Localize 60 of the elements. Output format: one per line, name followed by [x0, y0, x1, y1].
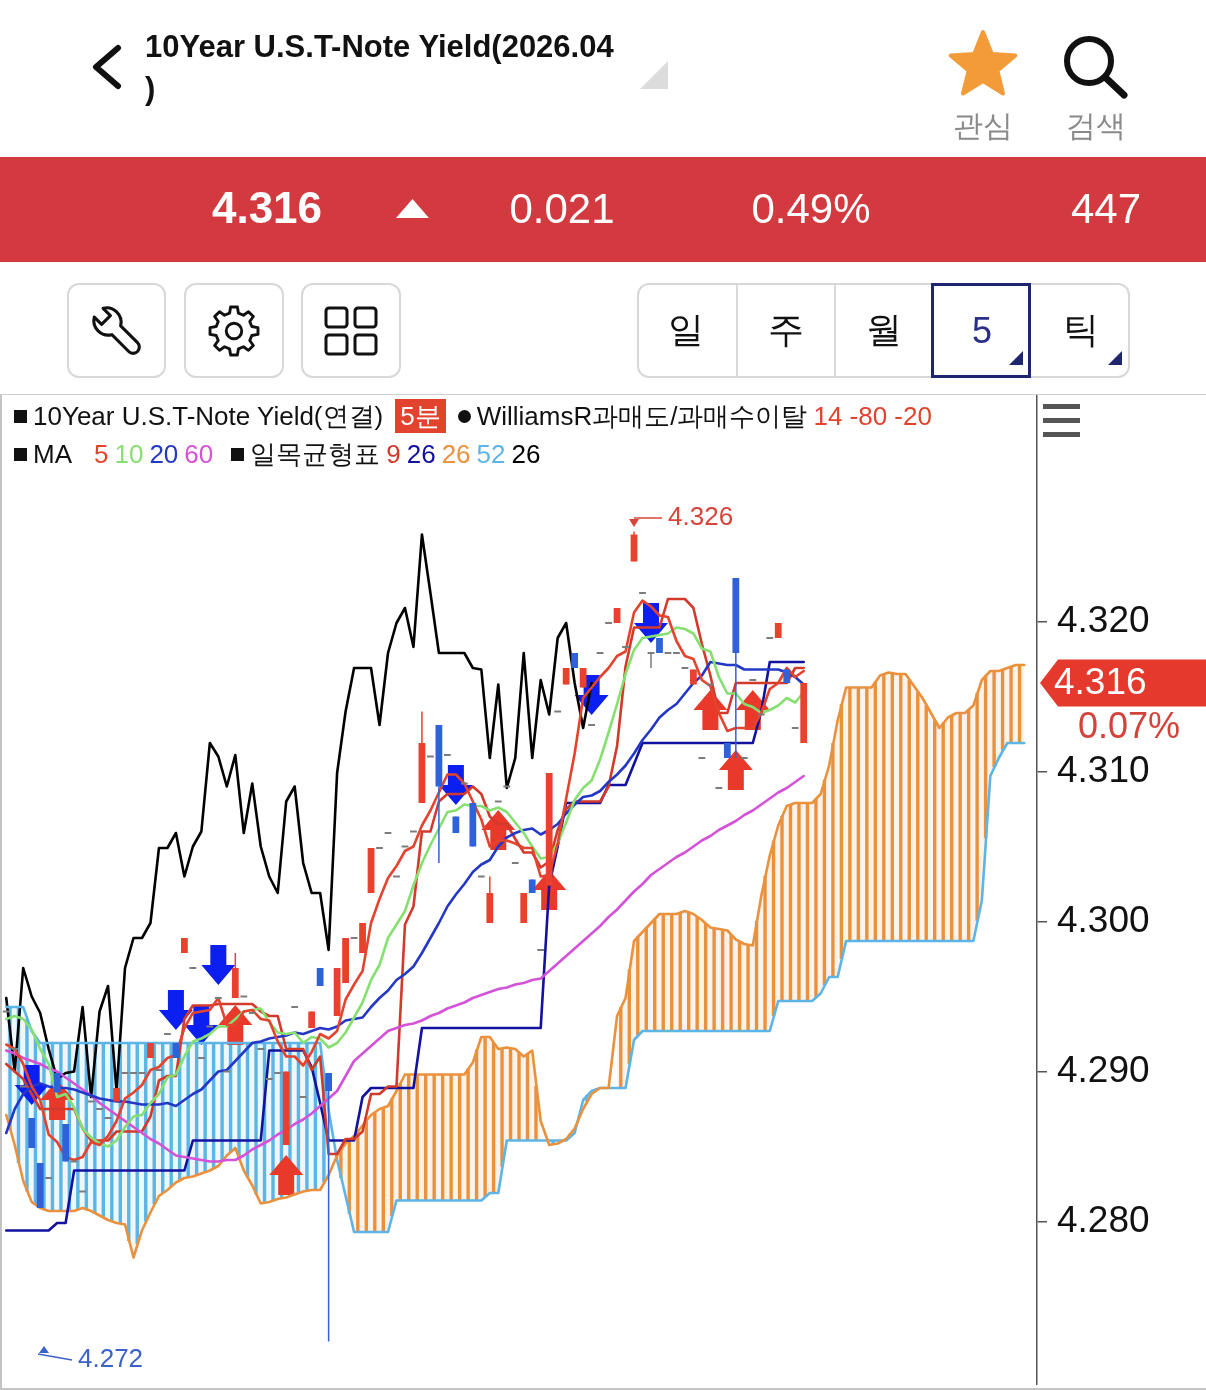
text: 주 — [767, 308, 804, 352]
point — [269, 1155, 304, 1195]
text: 60 — [184, 438, 214, 471]
candlestick — [70, 1160, 78, 1163]
candlestick — [240, 995, 248, 998]
candlestick — [427, 755, 434, 758]
y-tick-label: 4.310 — [1057, 748, 1150, 790]
point — [693, 690, 728, 730]
annotation: 10Year U.S.T-Note Yield(연결) — [33, 400, 384, 433]
text: 틱 — [1062, 308, 1099, 352]
text: 9 — [386, 438, 401, 471]
text: 0.07% — [1077, 704, 1181, 746]
y-tick-label: 4.290 — [1057, 1048, 1150, 1090]
annotation: 26 — [511, 438, 541, 471]
y-tick-label: 4.280 — [1057, 1198, 1150, 1240]
annotation: 14 -80 -20 — [813, 400, 932, 433]
text: 4.316 — [211, 183, 323, 232]
candlestick — [223, 1070, 231, 1073]
candlestick — [53, 1072, 61, 1094]
candlestick — [503, 785, 511, 788]
candlestick — [206, 1025, 214, 1028]
candlestick — [706, 683, 714, 686]
annotation: 일목균형표 — [250, 438, 381, 471]
candlestick — [477, 875, 485, 878]
y-tick-label: 4.320 — [1057, 598, 1150, 640]
text: 일 — [668, 308, 705, 352]
annotation: WilliamsR과매도/과매수이탈 — [476, 400, 808, 433]
candlestick — [494, 800, 502, 803]
candlestick — [579, 667, 587, 689]
text: 52 — [476, 438, 506, 471]
annotation: 26 — [441, 438, 471, 471]
candlestick — [410, 830, 417, 833]
annotation: 4.272 — [78, 1342, 144, 1373]
candlestick — [19, 1085, 27, 1088]
text: 447 — [1070, 185, 1142, 232]
candlestick — [554, 710, 562, 713]
text: 검색 — [1066, 109, 1126, 142]
candlestick — [460, 782, 468, 785]
text: 월 — [866, 308, 903, 352]
annotation: 5 — [94, 438, 109, 471]
annotation: MA — [33, 438, 72, 471]
text: 10 — [114, 438, 144, 471]
candlestick — [393, 875, 400, 878]
chart-title: 10Year U.S.T-Note Yield(2026.04) — [145, 28, 614, 108]
point — [201, 945, 236, 985]
candlestick — [2, 1010, 10, 1013]
y-tick-label: 4.300 — [1057, 898, 1150, 940]
text: 관심 — [953, 109, 1013, 142]
text: 20 — [149, 438, 179, 471]
text: 0.021 — [509, 185, 615, 232]
annotation: 5분 — [400, 401, 441, 431]
text: 0.49% — [751, 185, 871, 232]
point — [158, 990, 193, 1030]
point — [718, 750, 753, 790]
annotation: 26 — [406, 438, 436, 471]
text: 5 — [972, 309, 993, 352]
candlestick — [79, 1190, 86, 1193]
annotation: 4.326 — [668, 500, 734, 531]
candlestick — [757, 713, 765, 716]
text: 4.316 — [1054, 661, 1147, 703]
